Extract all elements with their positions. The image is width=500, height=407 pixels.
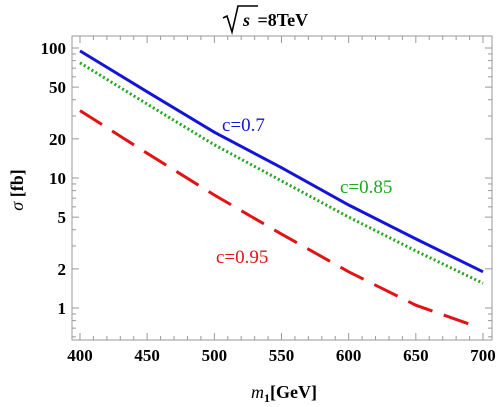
- plot-area: 400 450 500 550 600 650 700 1 2 5 10 20 50 100 c=0.7 c=…: [41, 35, 496, 365]
- x-axis-sub: 1: [264, 391, 270, 405]
- y-axis-unit: [fb]: [7, 169, 27, 202]
- x-axis-label: m1[GeV]: [251, 382, 317, 405]
- y-tick-label: 2: [58, 260, 67, 279]
- y-tick-label: 20: [49, 130, 66, 149]
- y-tick-label: 50: [49, 78, 66, 97]
- x-axis-unit: [GeV]: [270, 382, 317, 402]
- y-tick-label: 100: [41, 39, 67, 58]
- x-tick-label: 600: [336, 346, 362, 365]
- x-tick-label: 700: [470, 346, 496, 365]
- series-annotation: c=0.85: [340, 177, 392, 198]
- y-axis-symbol: σ: [7, 201, 27, 211]
- series-line: [79, 109, 471, 326]
- x-tick-label: 550: [269, 346, 295, 365]
- x-tick-label: 500: [202, 346, 228, 365]
- y-axis-label: σ [fb]: [7, 169, 27, 210]
- y-tick-label: 5: [58, 208, 67, 227]
- title-energy: =8TeV: [253, 10, 308, 30]
- sqrt-symbol: [222, 5, 258, 36]
- series-line: [79, 61, 484, 285]
- plot-frame: [71, 35, 493, 341]
- y-tick-label: 10: [49, 169, 66, 188]
- x-tick-label: 400: [67, 346, 93, 365]
- y-tick-label: 1: [58, 299, 67, 318]
- title-root-symbol: s: [242, 10, 250, 30]
- svg-text:σ [fb]: σ [fb]: [7, 169, 27, 210]
- series-annotation: c=0.95: [216, 247, 268, 268]
- series-annotation: c=0.7: [222, 115, 265, 136]
- series-line: [79, 49, 484, 274]
- x-tick-label: 450: [134, 346, 160, 365]
- chart-title: s =8TeV: [222, 5, 308, 36]
- x-tick-label: 650: [403, 346, 429, 365]
- x-axis-var: m: [251, 382, 264, 402]
